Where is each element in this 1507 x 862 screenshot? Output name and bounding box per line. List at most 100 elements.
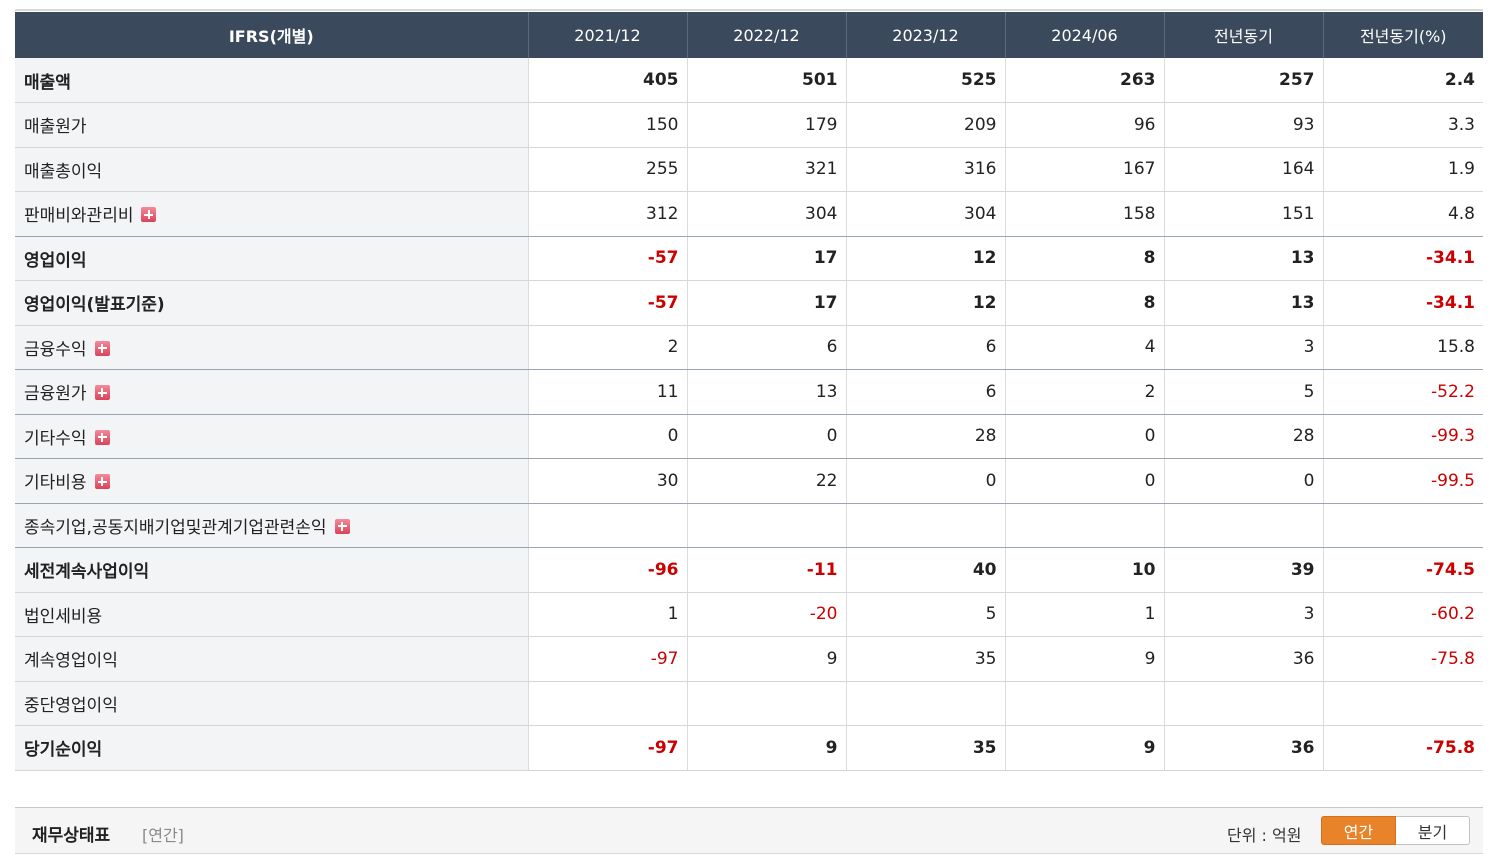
row-label: 매출원가	[15, 102, 528, 148]
balance-sheet-header: 재무상태표 [연간] 단위 : 억원 연간 분기	[15, 807, 1483, 854]
cell-value: 28	[845, 414, 1005, 459]
top-divider	[15, 9, 1483, 11]
cell-value: 9	[1004, 636, 1164, 682]
cell-value: 2	[1004, 369, 1164, 415]
cell-value: 35	[845, 725, 1005, 771]
row-label: 계속영업이익	[15, 636, 528, 682]
cell-value: 6	[845, 369, 1005, 415]
cell-value: 209	[845, 102, 1005, 148]
cell-value: 5	[845, 592, 1005, 637]
cell-value: 1	[1004, 592, 1164, 637]
cell-value: 17	[686, 280, 846, 326]
cell-value: 12	[845, 236, 1005, 281]
cell-value: 150	[527, 102, 687, 148]
cell-value: 10	[1004, 547, 1164, 593]
cell-value	[686, 681, 846, 726]
table-row: 세전계속사업이익 -96 -11 40 10 39 -74.5	[15, 547, 1483, 593]
table-row: 매출액 405 501 525 263 257 2.4	[15, 58, 1483, 103]
cell-value: 36	[1163, 725, 1323, 771]
cell-value	[845, 681, 1005, 726]
row-label: 금융원가	[15, 369, 528, 415]
cell-value: 316	[845, 147, 1005, 192]
cell-value: 13	[1163, 236, 1323, 281]
cell-value: 2.4	[1322, 58, 1483, 103]
row-label: 판매비와관리비	[15, 191, 528, 237]
row-label: 매출총이익	[15, 147, 528, 192]
cell-value: 15.8	[1322, 325, 1483, 370]
row-label: 영업이익	[15, 236, 528, 281]
cell-value: 40	[845, 547, 1005, 593]
income-statement-table: IFRS(개별) 2021/12 2022/12 2023/12 2024/06…	[15, 12, 1483, 771]
cell-value: 158	[1004, 191, 1164, 237]
cell-value	[845, 503, 1005, 548]
section-title: 재무상태표	[32, 826, 111, 846]
cell-value: 0	[1163, 458, 1323, 504]
expand-plus-icon[interactable]	[94, 340, 110, 356]
header-2023-12: 2023/12	[845, 12, 1005, 58]
table-row: 영업이익(발표기준) -57 17 12 8 13 -34.1	[15, 280, 1483, 326]
row-label: 종속기업,공동지배기업및관계기업관련손익	[15, 503, 528, 548]
row-label: 기타수익	[15, 414, 528, 459]
expand-plus-icon[interactable]	[94, 385, 110, 401]
table-row: 중단영업이익	[15, 681, 1483, 726]
unit-label: 단위 : 억원	[1227, 826, 1302, 845]
cell-value: 93	[1163, 102, 1323, 148]
cell-value: 22	[686, 458, 846, 504]
cell-value	[1004, 503, 1164, 548]
quarter-toggle-button[interactable]: 분기	[1396, 816, 1470, 845]
header-prev-period: 전년동기	[1163, 12, 1323, 58]
cell-value: -99.3	[1322, 414, 1483, 459]
cell-value: 28	[1163, 414, 1323, 459]
cell-value: -75.8	[1322, 725, 1483, 771]
cell-value: -34.1	[1322, 280, 1483, 326]
cell-value: 13	[1163, 280, 1323, 326]
cell-value: 30	[527, 458, 687, 504]
cell-value: 501	[686, 58, 846, 103]
expand-plus-icon[interactable]	[94, 429, 110, 445]
table-row: 판매비와관리비 312 304 304 158 151 4.8	[15, 191, 1483, 237]
table-row: 법인세비용 1 -20 5 1 3 -60.2	[15, 592, 1483, 637]
cell-value: 0	[1004, 414, 1164, 459]
cell-value: 6	[845, 325, 1005, 370]
table-header-row: IFRS(개별) 2021/12 2022/12 2023/12 2024/06…	[15, 12, 1483, 58]
cell-value	[527, 503, 687, 548]
cell-value: 257	[1163, 58, 1323, 103]
header-ifrs: IFRS(개별)	[15, 12, 528, 58]
cell-value: 9	[1004, 725, 1164, 771]
cell-value: 151	[1163, 191, 1323, 237]
table-row: 금융수익 2 6 6 4 3 15.8	[15, 325, 1483, 370]
cell-value	[1322, 681, 1483, 726]
table-row: 기타수익 0 0 28 0 28 -99.3	[15, 414, 1483, 459]
cell-value: 2	[527, 325, 687, 370]
cell-value	[1163, 681, 1323, 726]
cell-value: 17	[686, 236, 846, 281]
expand-plus-icon[interactable]	[94, 474, 110, 490]
table-row: 매출총이익 255 321 316 167 164 1.9	[15, 147, 1483, 192]
expand-plus-icon[interactable]	[141, 207, 157, 223]
cell-value	[1163, 503, 1323, 548]
cell-value	[686, 503, 846, 548]
cell-value: -60.2	[1322, 592, 1483, 637]
cell-value: 304	[686, 191, 846, 237]
table-row: 계속영업이익 -97 9 35 9 36 -75.8	[15, 636, 1483, 682]
row-label: 금융수익	[15, 325, 528, 370]
cell-value: 304	[845, 191, 1005, 237]
cell-value: 5	[1163, 369, 1323, 415]
cell-value: 3	[1163, 325, 1323, 370]
annual-toggle-button[interactable]: 연간	[1321, 816, 1396, 845]
row-label: 세전계속사업이익	[15, 547, 528, 593]
cell-value: 405	[527, 58, 687, 103]
cell-value: 3	[1163, 592, 1323, 637]
cell-value: -97	[527, 636, 687, 682]
cell-value: 1	[527, 592, 687, 637]
table-row: 기타비용 30 22 0 0 0 -99.5	[15, 458, 1483, 504]
expand-plus-icon[interactable]	[334, 518, 350, 534]
row-label: 기타비용	[15, 458, 528, 504]
cell-value: 96	[1004, 102, 1164, 148]
cell-value: 164	[1163, 147, 1323, 192]
cell-value: 0	[845, 458, 1005, 504]
cell-value: 1.9	[1322, 147, 1483, 192]
cell-value: 4.8	[1322, 191, 1483, 237]
cell-value: 8	[1004, 236, 1164, 281]
cell-value: 9	[686, 725, 846, 771]
